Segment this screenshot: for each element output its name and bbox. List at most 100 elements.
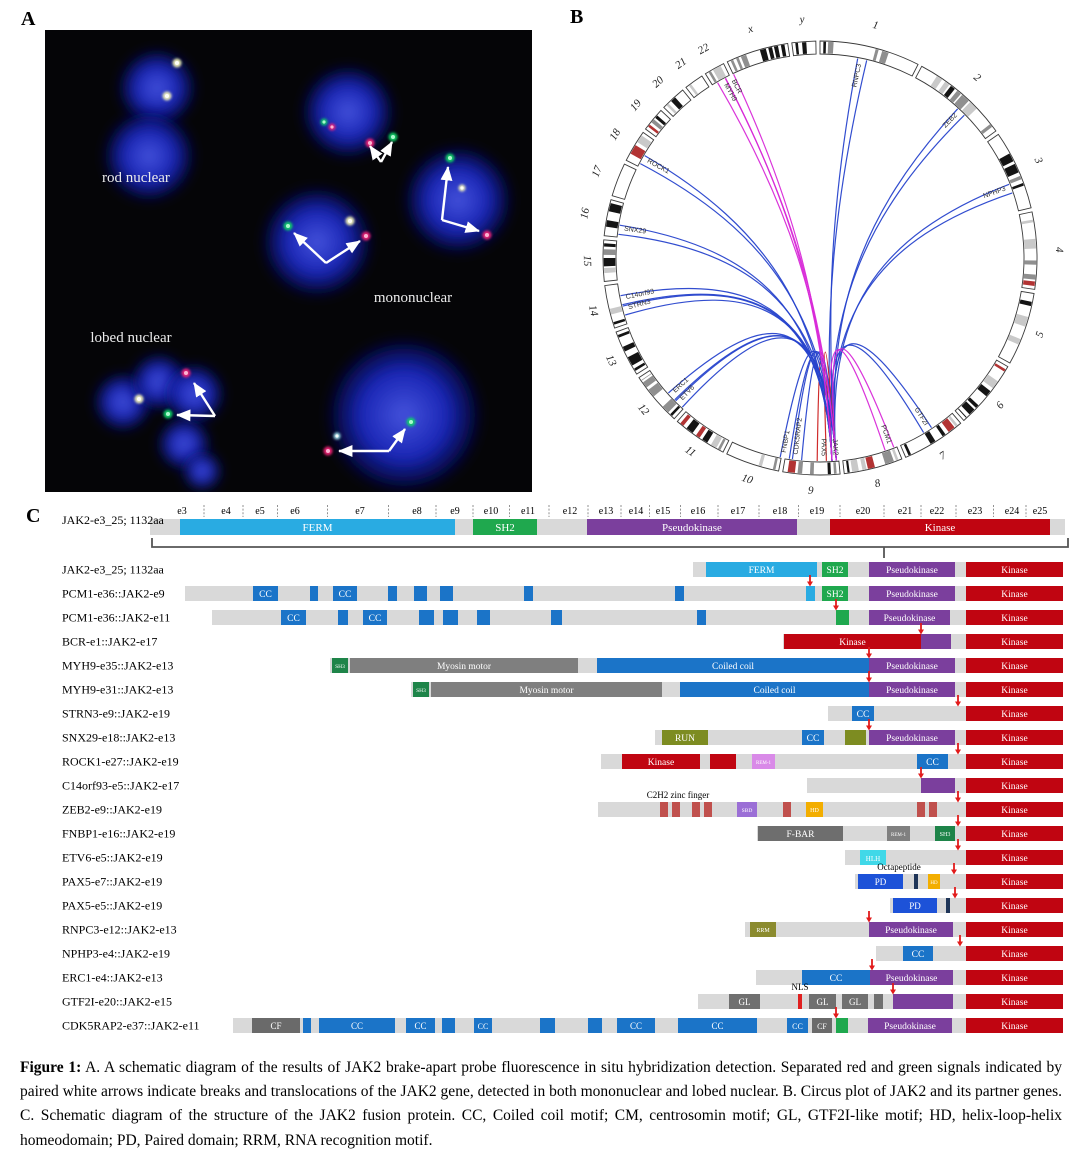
- segment-SH3: [413, 682, 429, 697]
- chromosome-label-18: 18: [607, 126, 623, 142]
- row-backbone: [598, 802, 1063, 817]
- segment-tick: [414, 586, 427, 601]
- segment-CC: [903, 946, 933, 961]
- exon-label-e24: e24: [1005, 506, 1019, 517]
- segment-CC: [333, 586, 357, 601]
- red-signal-dot: [183, 370, 189, 376]
- segment-Kinase: [966, 658, 1063, 673]
- chromosome-band: [872, 48, 879, 61]
- fusion-row-ETV6-e5::JAK2-e19: ETV6-e5::JAK2-e19 HLH Kinase: [62, 839, 1063, 865]
- exon-label-e20: e20: [856, 506, 870, 517]
- chromosome-18: [625, 131, 655, 167]
- breakpoint-arrow: [952, 893, 958, 899]
- segment-label: Pseudokinase: [885, 926, 937, 936]
- link-PCM1: [832, 348, 895, 461]
- segment-tick: [697, 610, 706, 625]
- chromosome-band: [903, 443, 912, 456]
- mononuclear-cell-middle: [260, 185, 374, 299]
- exon-label-e14: e14: [629, 506, 643, 517]
- chromosome-band: [648, 124, 659, 134]
- chromosome-5: [997, 290, 1035, 364]
- chromosome-band: [967, 397, 979, 408]
- segment-label: PD: [875, 877, 887, 887]
- segment-label: Pseudokinase: [886, 686, 938, 696]
- segment-label: CC: [259, 590, 272, 600]
- segment-label: Kinase: [1001, 878, 1027, 888]
- segment-Kinase: [966, 610, 1063, 625]
- exon-label-e25: e25: [1033, 506, 1047, 517]
- exon-label-e6: e6: [290, 506, 299, 517]
- segment-Pseudokinase: [870, 970, 953, 985]
- chromosome-band: [1019, 299, 1032, 307]
- segment-label: Kinase: [1001, 662, 1027, 672]
- red-signal-dot: [484, 232, 490, 238]
- segment-label: Kinase: [1001, 638, 1027, 648]
- segment-SH3: [935, 826, 955, 841]
- breakpoint-arrow: [833, 605, 839, 611]
- mononuclear-cell-top: [300, 64, 396, 160]
- domain-label: Pseudokinase: [662, 522, 722, 534]
- segment-Kinase: [966, 898, 1063, 913]
- segment-CC: [363, 610, 387, 625]
- mononuclear-cell-big: [324, 335, 484, 492]
- chromosome-22: [704, 62, 730, 86]
- fused-signal-dot: [174, 60, 180, 66]
- break-indicator-arrow: [388, 428, 406, 452]
- segment-label: Kinase: [1001, 902, 1027, 912]
- chromosome-band: [1023, 273, 1036, 280]
- segment-Kinase: [966, 922, 1063, 937]
- chromosome-2: [915, 65, 997, 140]
- chromosome-band: [613, 318, 626, 325]
- segment-label: CC: [339, 590, 352, 600]
- chromosome-band: [702, 429, 714, 443]
- gene-label-RNPC3: RNPC3: [851, 63, 863, 88]
- segment-Kinase: [966, 970, 1063, 985]
- segment-tick: [836, 610, 849, 625]
- breakpoint-arrow: [918, 773, 924, 779]
- segment-Kinase: [966, 850, 1063, 865]
- segment-Kinase: [966, 562, 1063, 577]
- chromosome-x: [726, 42, 791, 75]
- segment-label: PD: [909, 901, 921, 911]
- chromosome-band: [686, 419, 700, 433]
- break-indicator-arrow: [293, 232, 327, 264]
- segment-label: Pseudokinase: [886, 734, 938, 744]
- mononuclear-cell-right: [402, 144, 514, 256]
- green-signal-dot: [165, 411, 171, 417]
- segment-label: CC: [478, 1022, 489, 1031]
- segment-label: Kinase: [1001, 806, 1027, 816]
- chromosome-label-19: 19: [628, 97, 645, 114]
- segment-Coiled coil: [680, 682, 869, 697]
- segment-tick: [551, 610, 562, 625]
- chromosome-8: [842, 446, 903, 475]
- red-signal-dot: [325, 448, 331, 454]
- segment-label: REM-1: [756, 761, 772, 766]
- fusion-row-PCM1-e36::JAK2-e11: PCM1-e36::JAK2-e11 CC CC Pseudokinase Kinase: [62, 599, 1063, 625]
- segment-label: HD: [930, 881, 938, 886]
- row-label: PAX5-e7::JAK2-e19: [62, 875, 162, 889]
- segment-label: Kinase: [1001, 782, 1027, 792]
- green-signal-dot: [322, 120, 326, 124]
- chromosome-10: [726, 441, 782, 472]
- segment-label: Kinase: [1001, 1022, 1027, 1032]
- break-indicator-arrow: [176, 409, 216, 422]
- chromosome-band: [696, 425, 707, 438]
- chromosome-band: [809, 462, 815, 475]
- chromosome-band: [948, 415, 958, 427]
- row-label: PAX5-e5::JAK2-e19: [62, 899, 162, 913]
- chromosome-band: [1024, 260, 1037, 265]
- chromosome-12: [638, 369, 684, 420]
- chromosome-band: [605, 220, 619, 229]
- row-label: GTF2I-e20::JAK2-e15: [62, 995, 172, 1009]
- row-label: STRN3-e9::JAK2-e19: [62, 707, 170, 721]
- row-label: C14orf93-e5::JAK2-e17: [62, 779, 179, 793]
- chromosome-14: [604, 283, 628, 329]
- breakpoint-arrow: [869, 965, 875, 971]
- chromosome-band: [689, 84, 699, 96]
- link-BCR: [724, 78, 837, 461]
- chromosome-band: [1014, 313, 1029, 327]
- cell-nucleus-blob: [402, 144, 514, 256]
- fusion-row-NPHP3-e4::JAK2-e19: NPHP3-e4::JAK2-e19 CC Kinase: [62, 935, 1063, 961]
- segment-label: Kinase: [839, 638, 865, 648]
